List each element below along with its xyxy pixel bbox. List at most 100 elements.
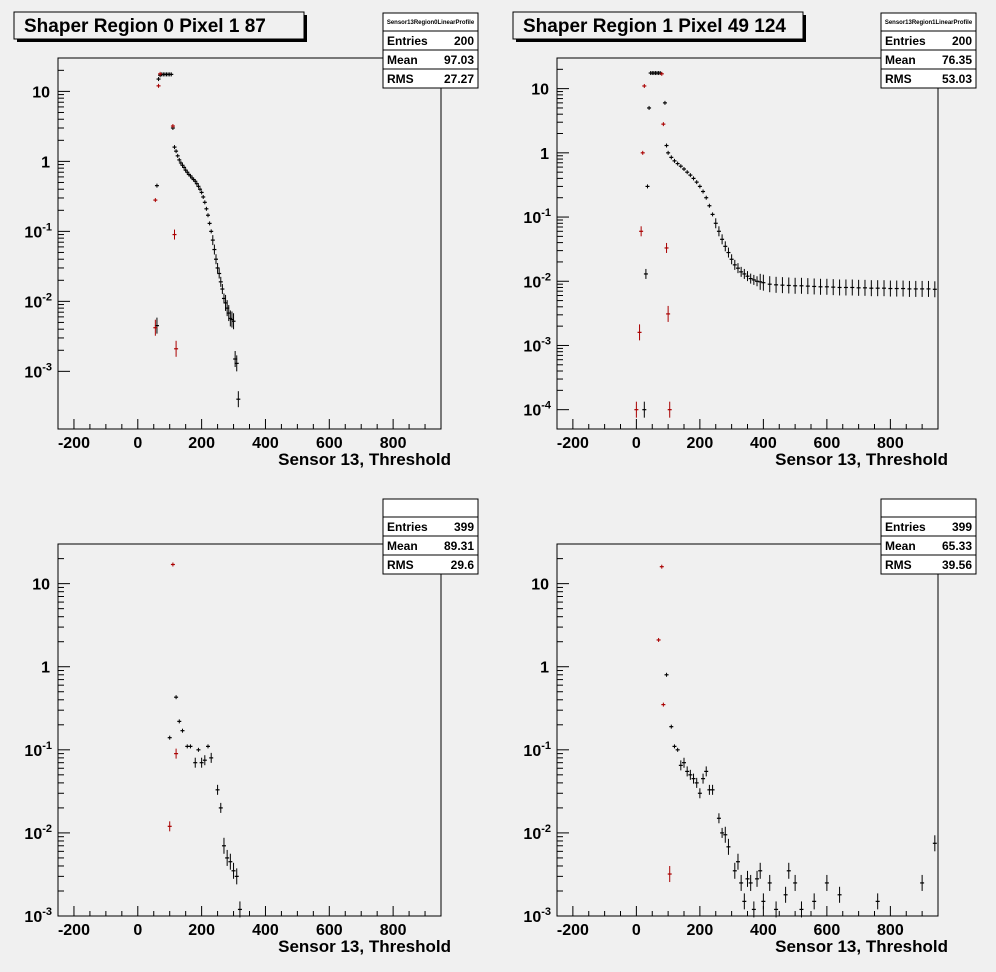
data-point [818,278,823,295]
stats-box: Sensor13Region1LinearProfile Entries 200 Me… [880,12,977,89]
plot-frame [556,543,939,917]
data-point [901,280,906,297]
data-point [180,728,185,733]
x-tick-label: 400 [252,922,279,939]
x-axis-label: Sensor 13, Threshold [278,450,451,469]
data-point [183,168,188,173]
data-point [154,183,159,188]
data-point [228,853,233,870]
x-tick-label: 400 [750,435,777,452]
data-point [735,263,740,274]
data-point [812,893,817,910]
data-point [199,757,204,768]
data-point [907,280,912,297]
stats-mean-value: 76.35 [942,53,972,67]
data-point [758,273,763,290]
data-point [742,893,747,910]
data-point [174,695,179,700]
y-tick-label: 1 [540,660,549,677]
data-point [664,143,669,148]
data-point [932,281,937,298]
stats-mean-label: Mean [387,53,418,67]
data-point [751,274,756,285]
x-axis-label: Sensor 13, Threshold [775,937,948,956]
stats-entries-label: Entries [387,34,428,48]
data-point [694,777,699,788]
y-tick-label: 10-2 [523,823,551,843]
data-point [913,280,918,297]
data-point [701,189,706,194]
y-tick-label: 10-1 [24,221,52,241]
data-point [793,277,798,294]
title-box: Shaper Region 0 Pixel 1 87 [13,11,307,42]
data-point [640,150,645,155]
data-point [751,901,756,918]
stats-mean-value: 65.33 [942,539,972,553]
data-point [882,280,887,297]
data-point [198,187,203,192]
data-point [869,280,874,297]
data-point [824,874,829,891]
data-point [177,157,182,162]
data-point [177,719,182,724]
y-tick-label: 10-3 [24,906,52,926]
data-point [645,184,650,189]
data-point [669,155,674,160]
stats-mean-label: Mean [387,539,418,553]
data-point [745,870,750,887]
stats-rms-label: RMS [885,558,912,572]
data-point [661,122,666,127]
y-tick-label: 10-1 [523,207,551,227]
data-point [178,160,183,165]
data-point [193,757,198,768]
y-tick-label: 10-3 [523,906,551,926]
data-point [209,752,214,763]
x-tick-label: 800 [877,922,904,939]
y-tick-label: 10-2 [523,271,551,291]
data-point [720,234,725,245]
chart-panel-0: Shaper Region 0 Pixel 1 87 Sensor13Region… [13,11,479,469]
data-point [701,773,706,784]
data-point [185,170,190,175]
data-point [675,747,680,752]
x-tick-label: -200 [58,435,90,452]
data-point [234,868,239,885]
data-point [799,901,804,918]
plot-frame [57,543,442,917]
data-point [735,853,740,870]
data-point [659,564,664,569]
data-point [158,71,163,76]
data-point [218,276,223,287]
data-point [793,874,798,891]
data-point [201,194,206,199]
stats-entries-label: Entries [387,520,428,534]
x-tick-label: 600 [316,922,343,939]
data-point [169,72,174,77]
data-point [742,268,747,279]
data-point [196,184,201,189]
data-point [720,827,725,838]
x-tick-label: -200 [58,922,90,939]
data-point [685,170,690,175]
x-tick-label: 800 [380,922,407,939]
data-point [713,218,718,229]
data-point [748,874,753,891]
data-point [688,173,693,178]
stats-mean-value: 89.31 [444,539,474,553]
data-point [664,672,669,677]
data-point [175,153,180,158]
data-point [856,279,861,296]
y-tick-label: 10 [32,84,50,101]
x-tick-label: 0 [133,435,142,452]
data-point [647,105,652,110]
stats-entries-label: Entries [885,520,926,534]
y-tick-label: 10-1 [523,740,551,760]
x-tick-label: 0 [632,435,641,452]
data-point [862,279,867,296]
data-point [786,277,791,294]
data-point [704,766,709,777]
data-point [888,280,893,297]
data-point [767,874,772,891]
data-point [710,212,715,217]
y-tick-label: 10-3 [24,361,52,381]
